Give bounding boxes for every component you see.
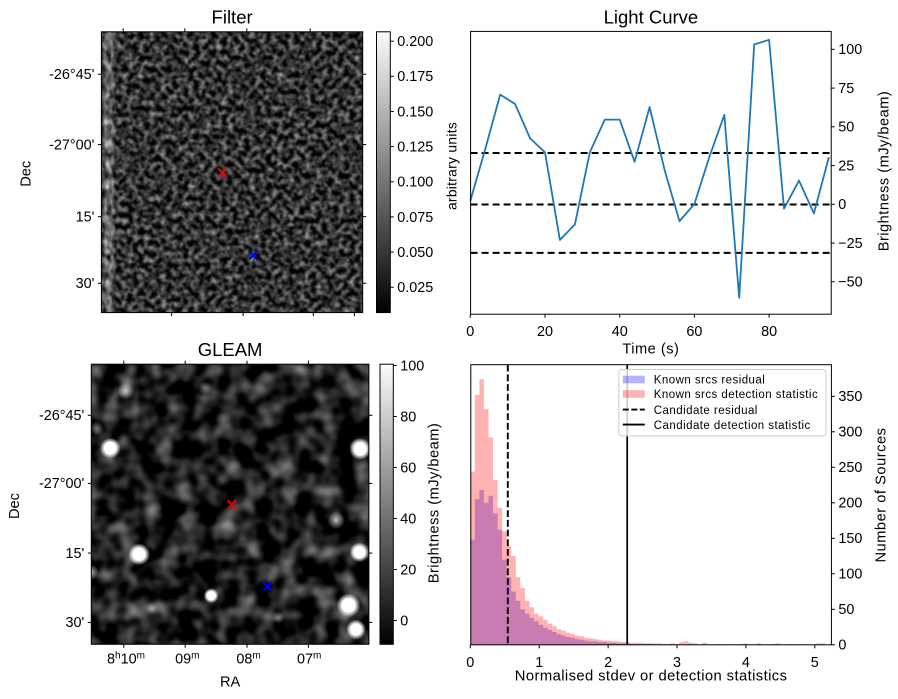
svg-text:RA: RA	[220, 675, 241, 691]
svg-text:Number of Sources: Number of Sources	[874, 427, 890, 562]
svg-text:07m: 07m	[297, 651, 321, 668]
svg-text:-26°45': -26°45'	[39, 408, 85, 424]
svg-text:09m: 09m	[175, 651, 199, 668]
svg-text:08m: 08m	[236, 651, 260, 668]
svg-text:200: 200	[838, 496, 862, 512]
svg-text:0.150: 0.150	[397, 104, 433, 120]
svg-text:3: 3	[673, 655, 681, 671]
svg-text:GLEAM: GLEAM	[198, 339, 263, 360]
svg-text:75: 75	[838, 81, 854, 97]
svg-text:80: 80	[761, 324, 777, 340]
svg-text:250: 250	[838, 460, 862, 476]
svg-text:Brightness (mJy/beam): Brightness (mJy/beam)	[427, 423, 443, 584]
svg-text:20: 20	[400, 562, 416, 578]
svg-text:-27°00': -27°00'	[49, 137, 95, 153]
svg-text:30': 30'	[66, 615, 85, 631]
svg-text:−50: −50	[838, 275, 862, 291]
svg-text:Candidate residual: Candidate residual	[654, 405, 758, 417]
svg-text:Light Curve: Light Curve	[604, 7, 699, 28]
svg-text:0: 0	[400, 613, 408, 629]
svg-text:0: 0	[466, 655, 474, 671]
svg-text:30': 30'	[76, 276, 95, 292]
svg-text:300: 300	[838, 425, 862, 441]
svg-text:40: 40	[612, 324, 628, 340]
svg-text:2: 2	[604, 655, 612, 671]
svg-text:100: 100	[838, 42, 862, 58]
svg-text:0.125: 0.125	[397, 139, 433, 155]
svg-text:Dec: Dec	[7, 493, 23, 519]
svg-text:0: 0	[838, 638, 846, 654]
svg-text:8h10m: 8h10m	[107, 651, 145, 668]
svg-text:Dec: Dec	[19, 161, 35, 187]
svg-text:Known srcs detection statistic: Known srcs detection statistic	[654, 389, 818, 401]
svg-text:0.075: 0.075	[397, 210, 433, 226]
svg-text:Time (s): Time (s)	[622, 342, 679, 358]
svg-text:-27°00': -27°00'	[39, 476, 85, 492]
svg-text:100: 100	[838, 567, 862, 583]
svg-text:0.025: 0.025	[397, 280, 433, 296]
svg-text:5: 5	[811, 655, 819, 671]
svg-text:150: 150	[838, 531, 862, 547]
svg-text:350: 350	[838, 389, 862, 405]
svg-text:Known srcs residual: Known srcs residual	[654, 375, 765, 387]
svg-text:-26°45': -26°45'	[49, 67, 95, 83]
svg-text:0.050: 0.050	[397, 245, 433, 261]
svg-text:Candidate detection statistic: Candidate detection statistic	[654, 420, 811, 432]
svg-text:100: 100	[400, 358, 424, 374]
svg-text:Filter: Filter	[212, 7, 253, 28]
svg-text:0: 0	[466, 324, 474, 340]
svg-text:1: 1	[535, 655, 543, 671]
svg-text:0.175: 0.175	[397, 69, 433, 85]
svg-text:25: 25	[838, 158, 854, 174]
svg-text:60: 60	[400, 460, 416, 476]
svg-text:50: 50	[838, 120, 854, 136]
svg-text:80: 80	[400, 409, 416, 425]
svg-text:0: 0	[838, 197, 846, 213]
svg-text:15': 15'	[66, 546, 85, 562]
svg-text:0.200: 0.200	[397, 34, 433, 50]
svg-text:40: 40	[400, 511, 416, 527]
svg-text:50: 50	[838, 602, 854, 618]
svg-text:20: 20	[537, 324, 553, 340]
svg-text:Brightness (mJy/beam): Brightness (mJy/beam)	[877, 91, 893, 252]
svg-text:15': 15'	[76, 210, 95, 226]
svg-text:60: 60	[686, 324, 702, 340]
svg-text:−25: −25	[838, 236, 862, 252]
svg-text:0.100: 0.100	[397, 175, 433, 191]
svg-text:Normalised stdev or detection: Normalised stdev or detection statistics	[515, 669, 788, 685]
svg-text:arbitrary units: arbitrary units	[445, 122, 460, 210]
svg-text:4: 4	[742, 655, 750, 671]
